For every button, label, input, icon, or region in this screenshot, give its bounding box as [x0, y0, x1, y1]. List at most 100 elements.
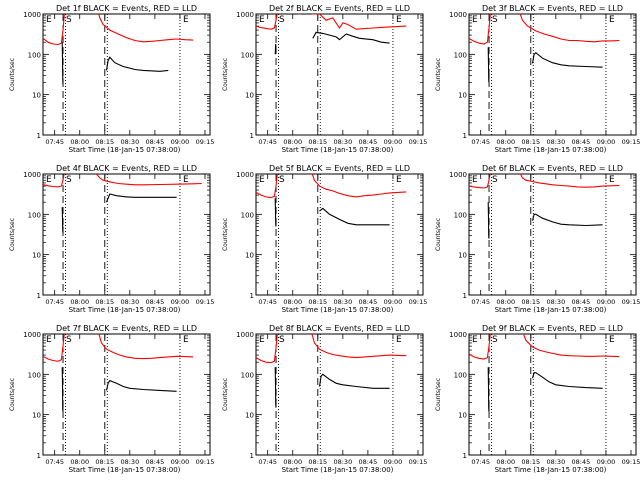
- panel-9: Det 9f BLACK = Events, RED = LLD 1 10 100 10…: [435, 324, 640, 474]
- x-axis-label: Start Time (18-Jan-15 07:38:00): [495, 466, 607, 474]
- y-tick-label: 1: [463, 132, 467, 140]
- x-tick-label: 08:00: [496, 458, 515, 466]
- events-line: [531, 51, 603, 68]
- x-tick-label: 09:15: [622, 298, 640, 306]
- events-line: [61, 42, 64, 85]
- x-tick-label: 08:30: [546, 298, 565, 306]
- x-tick-label: 08:15: [521, 458, 540, 466]
- marker-label: E: [396, 175, 402, 185]
- panel-title: Det 5f BLACK = Events, RED = LLD: [269, 164, 410, 173]
- events-line: [274, 198, 277, 227]
- y-tick-label: 10: [32, 252, 41, 260]
- panel-1: Det 1f BLACK = Events, RED = LLD 1 10 100 10…: [9, 4, 214, 154]
- marker-label: E: [609, 175, 615, 185]
- x-tick-label: 09:00: [597, 138, 616, 146]
- y-tick-label: 100: [28, 51, 41, 59]
- y-tick-label: 1: [37, 292, 41, 300]
- x-tick-label: 08:30: [120, 458, 139, 466]
- lld-line: [43, 174, 65, 188]
- y-axis-label: Counts/sec: [435, 378, 442, 411]
- x-tick-label: 07:45: [45, 298, 64, 306]
- marker-label: S: [279, 175, 285, 185]
- plot-frame: [42, 13, 211, 136]
- y-tick-label: 1000: [236, 171, 254, 179]
- x-tick-label: 07:45: [471, 458, 490, 466]
- marker-label: S: [492, 335, 498, 345]
- x-tick-label: 08:00: [283, 138, 302, 146]
- plot-frame: [255, 13, 424, 136]
- x-tick-label: 09:15: [409, 298, 428, 306]
- x-tick-label: 08:15: [308, 458, 327, 466]
- marker-label: E: [396, 15, 402, 25]
- y-tick-label: 10: [245, 92, 254, 100]
- lld-line: [95, 174, 202, 186]
- x-tick-label: 09:15: [622, 458, 640, 466]
- events-line: [318, 373, 390, 389]
- y-tick-label: 1000: [23, 331, 41, 339]
- x-tick-label: 09:15: [196, 458, 215, 466]
- panel-8: Det 8f BLACK = Events, RED = LLD 1 10 100 10…: [222, 324, 427, 474]
- events-line: [105, 379, 177, 392]
- panel-3: Det 3f BLACK = Events, RED = LLD 1 10 100 10…: [435, 4, 640, 154]
- lld-line: [43, 334, 65, 362]
- marker-label: E: [259, 15, 265, 25]
- y-axis-label: Counts/sec: [222, 218, 229, 251]
- panel-2: Det 2f BLACK = Events, RED = LLD 1 10 100 10…: [222, 4, 427, 154]
- y-tick-label: 10: [245, 252, 254, 260]
- x-axis-label: Start Time (18-Jan-15 07:38:00): [495, 306, 607, 314]
- y-tick-label: 1: [250, 452, 254, 460]
- x-tick-label: 08:30: [546, 458, 565, 466]
- x-tick-label: 08:15: [95, 298, 114, 306]
- events-line: [487, 47, 490, 83]
- y-axis-label: Counts/sec: [9, 378, 16, 411]
- marker-label: S: [66, 335, 72, 345]
- x-tick-label: 08:00: [283, 458, 302, 466]
- x-axis-label: Start Time (18-Jan-15 07:38:00): [69, 146, 181, 154]
- x-tick-label: 09:15: [196, 138, 215, 146]
- events-line: [61, 207, 64, 233]
- lld-line: [98, 334, 194, 360]
- x-tick-label: 08:45: [572, 298, 591, 306]
- x-tick-label: 08:45: [572, 458, 591, 466]
- x-axis-label: Start Time (18-Jan-15 07:38:00): [69, 466, 181, 474]
- lld-line: [311, 174, 407, 198]
- panel-5: Det 5f BLACK = Events, RED = LLD 1 10 100 10…: [222, 164, 427, 314]
- lld-line: [469, 174, 491, 189]
- y-axis-label: Counts/sec: [222, 58, 229, 91]
- lld-line: [469, 334, 491, 360]
- x-tick-label: 08:30: [546, 138, 565, 146]
- events-line: [312, 31, 390, 44]
- y-tick-label: 1: [37, 452, 41, 460]
- marker-label: S: [492, 175, 498, 185]
- x-tick-label: 08:45: [146, 458, 165, 466]
- y-tick-label: 1000: [236, 11, 254, 19]
- events-line: [61, 367, 64, 412]
- lld-line: [519, 174, 620, 188]
- events-line: [319, 207, 390, 226]
- marker-label: E: [183, 15, 189, 25]
- x-tick-label: 07:45: [471, 138, 490, 146]
- marker-label: E: [609, 15, 615, 25]
- x-tick-label: 08:15: [308, 138, 327, 146]
- y-axis-label: Counts/sec: [435, 58, 442, 91]
- plot-frame: [42, 333, 211, 456]
- marker-label: E: [472, 15, 478, 25]
- lld-line: [297, 14, 407, 30]
- x-tick-label: 07:45: [471, 298, 490, 306]
- panel-title: Det 8f BLACK = Events, RED = LLD: [269, 324, 410, 333]
- x-tick-label: 08:15: [521, 138, 540, 146]
- y-tick-label: 10: [32, 92, 41, 100]
- y-axis-label: Counts/sec: [9, 58, 16, 91]
- marker-label: E: [46, 15, 52, 25]
- plot-frame: [42, 173, 211, 296]
- marker-label: E: [609, 335, 615, 345]
- x-tick-label: 09:00: [171, 138, 190, 146]
- x-tick-label: 07:45: [45, 458, 64, 466]
- y-tick-label: 1: [463, 292, 467, 300]
- y-axis-label: Counts/sec: [435, 218, 442, 251]
- panel-title: Det 1f BLACK = Events, RED = LLD: [56, 4, 197, 13]
- y-tick-label: 100: [241, 211, 254, 219]
- marker-label: E: [472, 335, 478, 345]
- events-line: [105, 193, 177, 203]
